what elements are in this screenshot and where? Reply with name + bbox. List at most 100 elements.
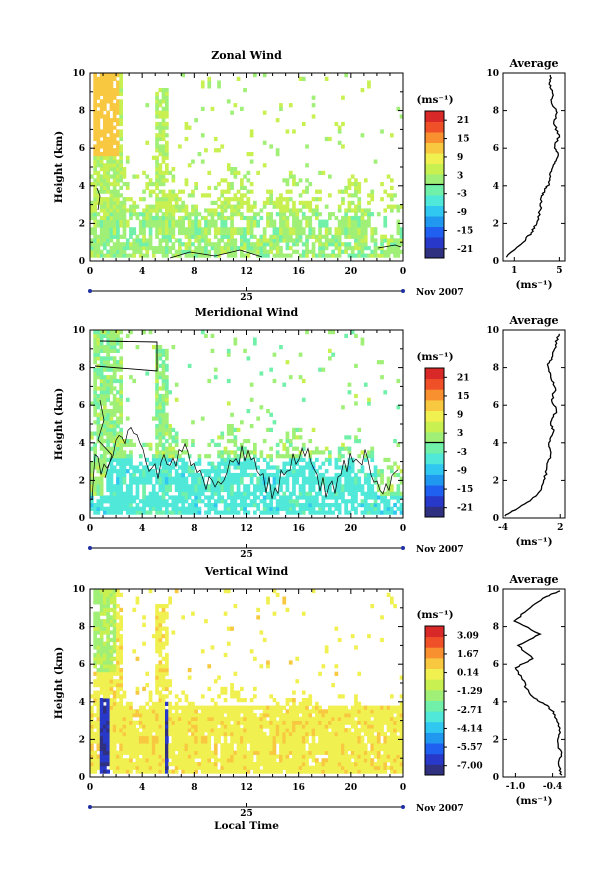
heatmap-cell: [230, 253, 234, 258]
heatmap-cell: [275, 765, 280, 770]
profile-y-tick-label: 10: [486, 69, 499, 79]
heatmap-cell: [275, 450, 280, 455]
heatmap-cell: [116, 765, 120, 770]
heatmap-cell: [96, 249, 101, 254]
heatmap-cell: [93, 170, 97, 175]
heatmap-cell: [249, 208, 254, 213]
heatmap-cell: [171, 227, 176, 232]
heatmap-cell: [223, 461, 228, 466]
heatmap-cell: [106, 212, 110, 217]
heatmap-cell: [305, 246, 309, 251]
heatmap-cell: [191, 487, 195, 493]
heatmap-cell: [138, 750, 143, 755]
heatmap-cell: [354, 204, 358, 209]
heatmap-cell: [262, 140, 267, 145]
heatmap-cell: [275, 739, 280, 744]
heatmap-cell: [161, 626, 166, 631]
heatmap-cell: [129, 375, 133, 380]
heatmap-cell: [318, 450, 322, 455]
day-axis-marker: [401, 546, 405, 550]
heatmap-cell: [93, 637, 97, 643]
heatmap-cell: [181, 750, 185, 755]
heatmap-cell: [165, 378, 169, 384]
heatmap-cell: [96, 170, 101, 175]
heatmap-cell: [109, 333, 114, 338]
heatmap-cell: [213, 713, 218, 718]
heatmap-cell: [246, 510, 251, 515]
heatmap-cell: [161, 360, 166, 365]
heatmap-cell: [253, 765, 257, 770]
heatmap-cell: [165, 499, 169, 504]
heatmap-cell: [125, 503, 130, 508]
heatmap-cell: [200, 731, 205, 737]
heatmap-cell: [396, 227, 401, 232]
heatmap-cell: [217, 454, 221, 459]
heatmap-cell: [132, 495, 137, 500]
heatmap-cell: [106, 348, 110, 353]
heatmap-cell: [106, 333, 110, 338]
heatmap-cell: [112, 345, 117, 350]
heatmap-cell: [178, 208, 182, 213]
heatmap-cell: [158, 99, 163, 104]
heatmap-cell: [220, 178, 225, 183]
heatmap-cell: [318, 249, 322, 254]
heatmap-cell: [210, 223, 215, 228]
heatmap-cell: [396, 249, 401, 254]
heatmap-cell: [279, 215, 283, 221]
heatmap-cell: [145, 716, 150, 721]
heatmap-cell: [282, 227, 287, 232]
heatmap-cell: [373, 249, 378, 254]
heatmap-cell: [96, 88, 101, 93]
heatmap-cell: [109, 765, 114, 770]
heatmap-cell: [125, 197, 130, 202]
x-tick-label: 4: [139, 524, 145, 534]
heatmap-cell: [243, 215, 247, 221]
heatmap-cell: [204, 503, 208, 508]
heatmap-cell: [168, 754, 172, 759]
heatmap-cell: [236, 709, 241, 714]
heatmap-cell: [142, 234, 146, 239]
heatmap-cell: [109, 649, 114, 654]
heatmap-cell: [292, 238, 296, 243]
heatmap-cell: [181, 465, 185, 470]
heatmap-cell: [308, 461, 313, 466]
heatmap-cell: [158, 739, 163, 744]
heatmap-cell: [116, 215, 120, 221]
heatmap-cell: [174, 469, 179, 474]
heatmap-cell: [292, 499, 296, 504]
heatmap-cell: [93, 739, 97, 744]
heatmap-cell: [112, 596, 117, 601]
heatmap-cell: [380, 129, 384, 134]
heatmap-cell: [155, 200, 159, 205]
heatmap-cell: [390, 238, 394, 243]
heatmap-cell: [151, 762, 156, 767]
profile-x-label: (ms⁻¹): [515, 536, 552, 548]
heatmap-cell: [99, 330, 104, 335]
heatmap-cell: [155, 645, 159, 650]
heatmap-cell: [142, 223, 146, 228]
heatmap-cell: [226, 348, 231, 353]
heatmap-cell: [253, 337, 257, 342]
heatmap-cell: [119, 337, 123, 342]
heatmap-cell: [207, 769, 212, 774]
heatmap-cell: [243, 234, 247, 239]
heatmap-cell: [223, 446, 228, 451]
y-tick-label: 10: [72, 326, 85, 336]
heatmap-cell: [337, 238, 342, 243]
heatmap-cell: [99, 185, 104, 190]
heatmap-cell: [184, 762, 189, 767]
heatmap-cell: [96, 121, 101, 127]
heatmap-cell: [295, 510, 300, 515]
heatmap-cell: [145, 103, 150, 108]
heatmap-cell: [253, 746, 257, 752]
heatmap-cell: [93, 367, 97, 372]
heatmap-cell: [112, 363, 117, 368]
heatmap-cell: [393, 510, 397, 515]
heatmap-cell: [119, 73, 123, 78]
heatmap-cell: [383, 503, 388, 508]
heatmap-cell: [321, 461, 326, 466]
heatmap-cell: [233, 253, 238, 258]
heatmap-cell: [269, 694, 273, 699]
heatmap-cell: [259, 208, 264, 213]
heatmap-cell: [116, 121, 120, 127]
